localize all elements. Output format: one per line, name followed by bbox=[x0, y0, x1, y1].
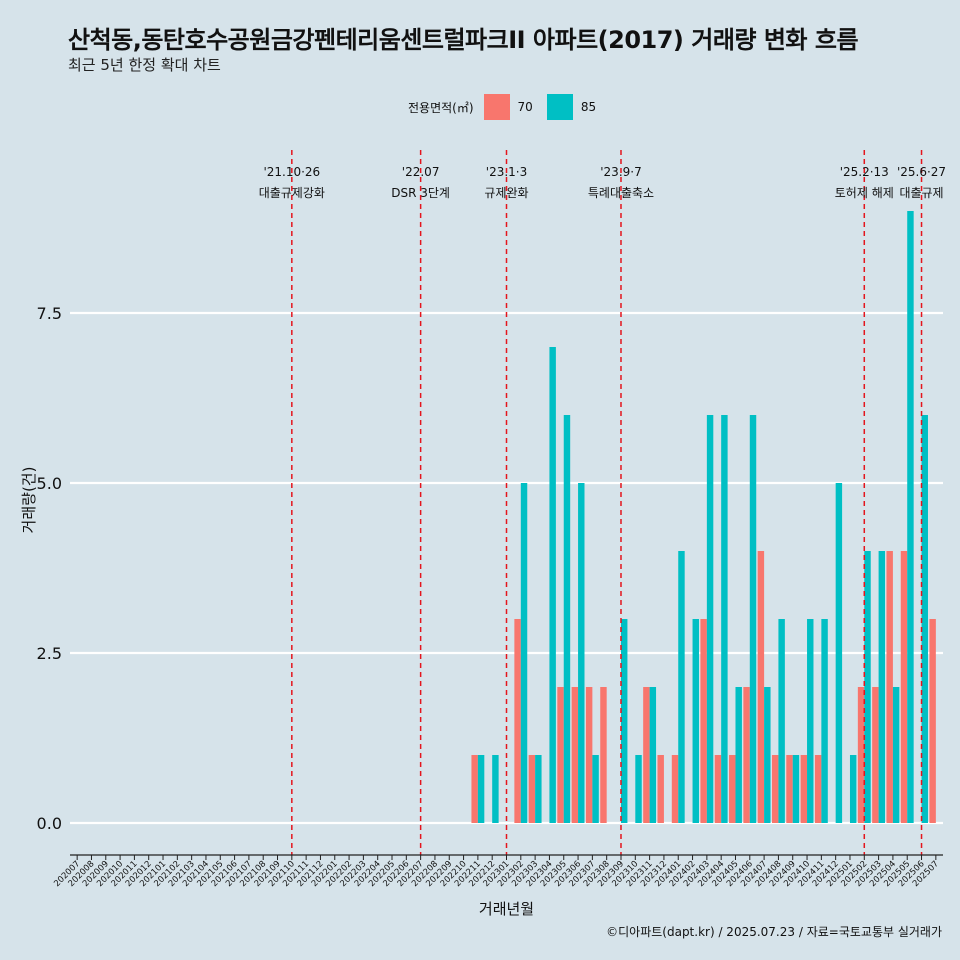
bar-70-202308 bbox=[600, 687, 607, 823]
event-date-label: '23.9·7 bbox=[600, 165, 641, 179]
bar-70-202504 bbox=[886, 551, 893, 823]
bar-85-202402 bbox=[692, 619, 699, 823]
bar-70-202409 bbox=[786, 755, 793, 823]
bar-70-202405 bbox=[729, 755, 736, 823]
bar-85-202212 bbox=[492, 755, 499, 823]
event-name-label: 규제완화 bbox=[484, 186, 528, 200]
y-axis-title: 거래량(건) bbox=[20, 467, 38, 534]
bar-85-202409 bbox=[792, 755, 800, 823]
bar-70-202302 bbox=[514, 619, 521, 823]
bar-85-202506 bbox=[921, 415, 928, 823]
legend-label-85: 85 bbox=[580, 100, 597, 114]
bar-85-202403 bbox=[706, 415, 714, 823]
bar-70-202407 bbox=[757, 551, 765, 823]
event-date-label: '22.07 bbox=[402, 165, 440, 179]
y-tick-label: 7.5 bbox=[37, 304, 62, 323]
bar-85-202407 bbox=[764, 687, 771, 823]
bar-70-202306 bbox=[571, 687, 579, 823]
bar-85-202410 bbox=[807, 619, 814, 823]
bar-85-202504 bbox=[892, 687, 900, 823]
bar-70-202303 bbox=[528, 755, 536, 823]
bar-70-202211 bbox=[471, 755, 478, 823]
bar-85-202304 bbox=[549, 347, 556, 823]
legend-label-70: 70 bbox=[517, 100, 533, 114]
bar-70-202311 bbox=[643, 687, 650, 823]
bar-70-202411 bbox=[814, 755, 822, 823]
bar-70-202505 bbox=[900, 551, 908, 823]
bar-70-202503 bbox=[872, 687, 879, 823]
chart-subtitle: 최근 5년 한정 확대 차트 bbox=[68, 56, 221, 74]
bar-70-202410 bbox=[800, 755, 808, 823]
legend-swatch-85 bbox=[546, 94, 573, 120]
bar-85-202502 bbox=[864, 551, 871, 823]
bar-70-202507 bbox=[929, 619, 936, 823]
x-axis-title: 거래년월 bbox=[479, 900, 534, 918]
legend: 전용면적(㎡) 70 85 bbox=[408, 93, 610, 121]
bar-85-202305 bbox=[563, 415, 571, 823]
chart-title: 산척동,동탄호수공원금강펜테리움센트럴파크II 아파트(2017) 거래량 변화… bbox=[68, 26, 859, 54]
event-name-label: 토허제 해제 bbox=[835, 186, 894, 200]
event-name-label: 대출규제강화 bbox=[259, 186, 325, 200]
bar-85-202503 bbox=[878, 551, 886, 823]
bar-85-202303 bbox=[535, 755, 542, 823]
event-name-label: DSR 3단계 bbox=[391, 186, 450, 200]
bar-70-202408 bbox=[771, 755, 779, 823]
bar-85-202411 bbox=[821, 619, 828, 823]
bar-70-202404 bbox=[714, 755, 722, 823]
bar-85-202310 bbox=[635, 755, 642, 823]
bar-70-202406 bbox=[743, 687, 750, 823]
event-date-label: '23.1·3 bbox=[486, 165, 527, 179]
legend-title: 전용면적(㎡) bbox=[408, 100, 474, 115]
event-name-label: 대출규제 bbox=[899, 186, 943, 200]
bar-70-202502 bbox=[857, 687, 865, 823]
bar-85-202307 bbox=[592, 755, 599, 823]
bar-70-202307 bbox=[585, 687, 593, 823]
y-tick-label: 5.0 bbox=[37, 474, 62, 493]
bar-85-202306 bbox=[578, 483, 585, 823]
bar-85-202401 bbox=[678, 551, 685, 823]
bar-85-202302 bbox=[520, 483, 528, 823]
source-footer: ©디아파트(dapt.kr) / 2025.07.23 / 자료=국토교통부 실… bbox=[606, 925, 942, 939]
bar-85-202505 bbox=[907, 211, 914, 823]
bar-85-202501 bbox=[849, 755, 857, 823]
event-name-label: 특례대출축소 bbox=[588, 186, 654, 200]
legend-swatch-70 bbox=[483, 94, 510, 120]
bar-85-202404 bbox=[721, 415, 728, 823]
bar-85-202406 bbox=[749, 415, 757, 823]
bar-70-202403 bbox=[700, 619, 707, 823]
bar-70-202305 bbox=[557, 687, 564, 823]
event-date-label: '25.2·13 bbox=[840, 165, 889, 179]
event-date-label: '21.10·26 bbox=[263, 165, 320, 179]
bar-85-202412 bbox=[835, 483, 843, 823]
bar-85-202408 bbox=[778, 619, 785, 823]
y-tick-label: 2.5 bbox=[37, 644, 62, 663]
bar-85-202405 bbox=[735, 687, 742, 823]
bar-85-202309 bbox=[620, 619, 628, 823]
event-date-label: '25.6·27 bbox=[897, 165, 946, 179]
bar-70-202401 bbox=[671, 755, 679, 823]
y-tick-label: 0.0 bbox=[37, 814, 62, 833]
bar-85-202311 bbox=[649, 687, 657, 823]
bar-85-202211 bbox=[477, 755, 485, 823]
bar-70-202312 bbox=[657, 755, 664, 823]
